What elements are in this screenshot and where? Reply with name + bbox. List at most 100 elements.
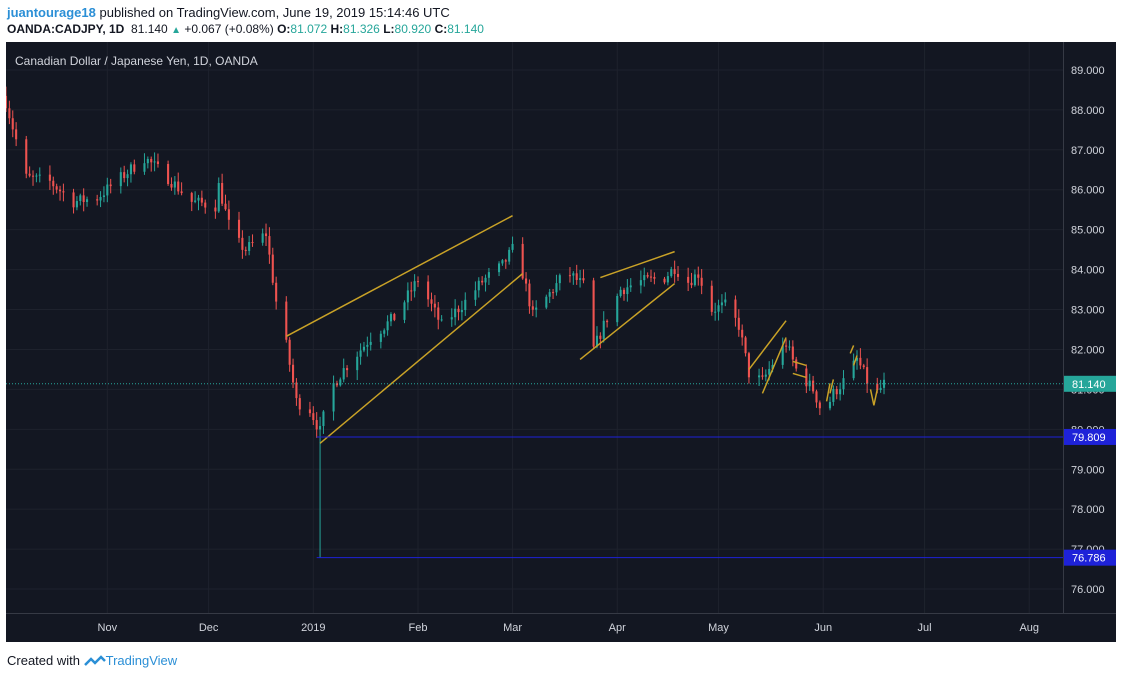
candle-body <box>11 118 14 130</box>
candle-body <box>96 199 99 201</box>
candle-body <box>416 281 420 283</box>
x-tick-label: 2019 <box>301 622 325 634</box>
candle-body <box>670 269 673 277</box>
candle-body <box>595 335 599 347</box>
candle-body <box>663 278 666 283</box>
candle-body <box>342 368 345 380</box>
candle-body <box>457 308 460 313</box>
candle-body <box>710 285 713 312</box>
candle-body <box>548 292 551 297</box>
candle-body <box>379 333 382 342</box>
x-tick-label: Aug <box>1019 622 1039 634</box>
candle-body <box>271 254 274 283</box>
candle-body <box>79 195 82 202</box>
candle-body <box>291 364 295 383</box>
candle-body <box>288 339 291 365</box>
candle-body <box>261 233 264 243</box>
candle-body <box>177 181 180 192</box>
x-tick-label: Dec <box>199 622 219 634</box>
candle-body <box>481 280 484 283</box>
candle-body <box>744 337 747 354</box>
candle-body <box>106 184 109 196</box>
time-axis[interactable]: Nov Dec 2019 Feb Mar Apr May Jun Jul Aug <box>6 613 1116 642</box>
pattern-trendline <box>579 282 676 361</box>
candle-body <box>575 273 578 280</box>
open-value: 81.072 <box>290 22 328 36</box>
candle-body <box>38 174 41 176</box>
author-link[interactable]: juantourage18 <box>7 5 96 20</box>
candle-body <box>568 275 572 277</box>
candle-body <box>52 180 55 187</box>
time-axis-background <box>6 613 1116 642</box>
candle-body <box>555 283 558 293</box>
x-tick-label: Apr <box>609 622 626 634</box>
candle-body <box>599 335 602 339</box>
y-tick-label: 85.000 <box>1071 225 1105 237</box>
candle-body <box>808 380 811 387</box>
candle-body <box>58 189 62 192</box>
candle-body <box>626 287 629 295</box>
publish-info: juantourage18 published on TradingView.c… <box>7 5 450 20</box>
candle-body <box>224 203 227 210</box>
candle-body <box>356 356 359 371</box>
candle-body <box>406 290 409 303</box>
candle-body <box>474 290 477 300</box>
candle-body <box>700 277 703 286</box>
candle-body <box>785 345 788 347</box>
candle-body <box>241 237 244 250</box>
candle-body <box>619 289 622 296</box>
candle-body <box>204 202 207 208</box>
symbol-info-bar: OANDA:CADJPY, 1D 81.140 ▲ +0.067 (+0.08%… <box>7 22 484 36</box>
candle-body <box>697 274 700 278</box>
price-axis[interactable]: 89.000 88.000 87.000 86.000 85.000 84.000 83.0… <box>1063 42 1116 642</box>
candle-body <box>322 411 325 427</box>
pattern-trendline <box>792 360 807 367</box>
candle-body <box>477 280 480 291</box>
candle-body <box>815 391 818 403</box>
candle-body <box>508 249 511 262</box>
candle-body <box>153 161 156 163</box>
candle-body <box>72 192 75 208</box>
candle-body <box>758 375 761 378</box>
price-chart[interactable]: Canadian Dollar / Japanese Yen, 1D, OAND… <box>6 42 1116 642</box>
candle-body <box>410 290 413 292</box>
pattern-lines <box>285 215 878 444</box>
candle-body <box>761 375 764 377</box>
close-label: C: <box>434 22 448 36</box>
candle-body <box>315 420 318 430</box>
candle-body <box>369 341 372 345</box>
pattern-trendline <box>319 273 524 444</box>
candle-body <box>393 314 396 320</box>
chart-title: Canadian Dollar / Japanese Yen, 1D, OAND… <box>15 54 258 68</box>
candle-body <box>133 164 136 172</box>
candle-body <box>629 285 632 288</box>
candle-body <box>25 139 28 174</box>
candle-body <box>430 299 433 304</box>
y-tick-label: 76.000 <box>1071 584 1105 596</box>
candle-body <box>217 183 220 212</box>
candle-body <box>346 368 349 371</box>
y-tick-label: 82.000 <box>1071 344 1105 356</box>
candle-body <box>828 401 832 409</box>
candle-body <box>832 389 835 402</box>
candle-body <box>200 197 203 203</box>
candle-body <box>28 173 31 176</box>
candle-body <box>879 387 882 390</box>
candle-body <box>359 350 362 357</box>
candle-body <box>35 175 38 177</box>
symbol-name: OANDA:CADJPY, 1D <box>7 22 125 36</box>
candle-body <box>572 273 575 276</box>
pattern-trendline <box>825 383 831 402</box>
candle-body <box>237 219 241 238</box>
candle-body <box>332 383 335 412</box>
candle-body <box>818 402 821 409</box>
tradingview-link[interactable]: TradingView <box>105 653 178 668</box>
candle-body <box>504 260 507 262</box>
candle-body <box>319 426 322 430</box>
y-tick-label: 87.000 <box>1071 145 1105 157</box>
candle-body <box>298 398 301 410</box>
pattern-trendline <box>852 355 858 366</box>
low-value: 80.920 <box>394 22 432 36</box>
candle-body <box>362 346 366 351</box>
candle-body <box>487 272 490 278</box>
